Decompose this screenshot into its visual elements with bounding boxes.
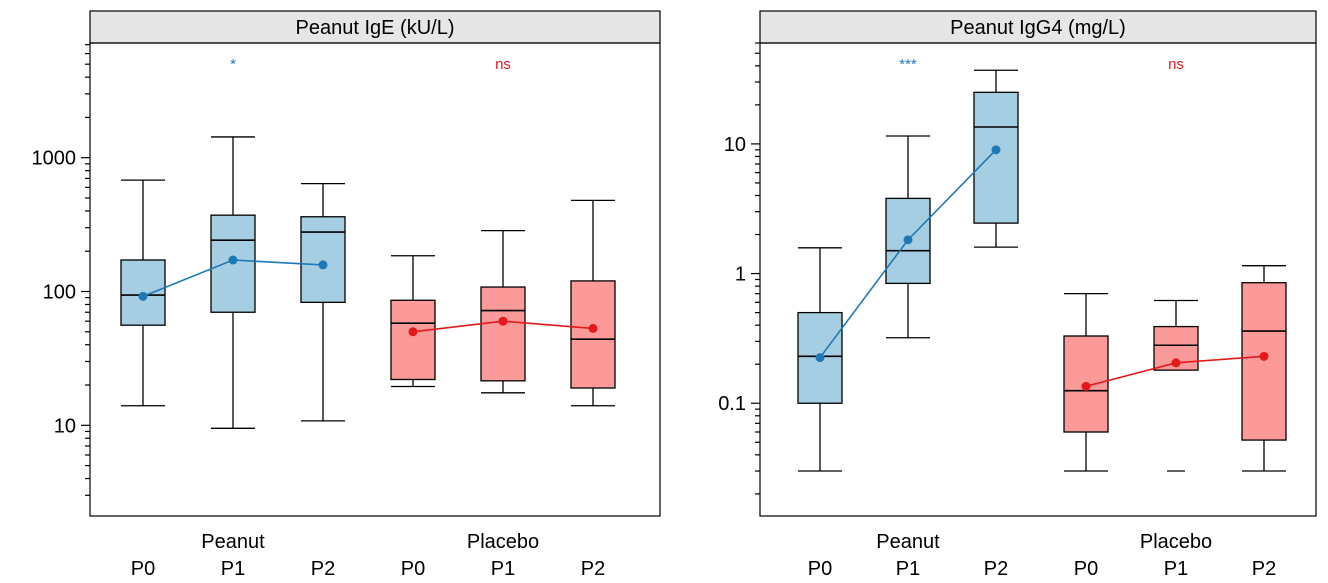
- iqr-box: [300, 216, 346, 303]
- panel-strip: [89, 10, 661, 44]
- y-tick-label: 1000: [32, 148, 77, 170]
- panel-strip: [759, 10, 1317, 44]
- x-tick-label: P2: [1252, 558, 1276, 580]
- mean-point-peanut: [991, 145, 1001, 155]
- x-tick-label: P1: [896, 558, 920, 580]
- significance-label-placebo: ns: [495, 56, 511, 73]
- box-placebo-p2: [1241, 265, 1287, 472]
- box-peanut-p2: [300, 182, 346, 422]
- y-tick-label: 10: [54, 415, 76, 437]
- box-peanut-p2: [973, 69, 1019, 248]
- group-label-placebo: Placebo: [1140, 531, 1212, 553]
- mean-point-peanut: [318, 260, 328, 270]
- panel-title: Peanut IgG4 (mg/L): [950, 17, 1126, 39]
- y-tick-label: 0.1: [718, 393, 746, 415]
- x-tick-label: P0: [131, 558, 155, 580]
- group-label-placebo: Placebo: [467, 531, 539, 553]
- plot-frame: [759, 42, 1317, 517]
- x-tick-label: P0: [401, 558, 425, 580]
- group-label-peanut: Peanut: [201, 531, 265, 553]
- x-tick-label: P1: [1164, 558, 1188, 580]
- panel-peanut-igg4: Peanut IgG4 (mg/L) 0.1 1 10 *** Peanut P0 P1 P2 n…: [718, 10, 1317, 580]
- y-tick-label: 100: [43, 282, 76, 304]
- mean-point-placebo: [588, 323, 598, 333]
- mean-point-placebo: [498, 316, 508, 326]
- x-tick-label: P0: [808, 558, 832, 580]
- significance-label-peanut: ***: [899, 56, 917, 73]
- x-tick-label: P2: [581, 558, 605, 580]
- iqr-box: [390, 299, 436, 381]
- y-tick-label: 10: [724, 134, 746, 156]
- mean-point-placebo: [1081, 381, 1091, 391]
- x-tick-label: P0: [1074, 558, 1098, 580]
- significance-label-placebo: ns: [1168, 56, 1184, 73]
- x-tick-label: P2: [984, 558, 1008, 580]
- box-placebo-p2: [570, 199, 616, 407]
- plot-frame: [89, 42, 661, 517]
- box-placebo-p1: [1153, 299, 1199, 472]
- x-tick-label: P1: [491, 558, 515, 580]
- mean-point-peanut: [228, 255, 238, 265]
- x-tick-label: P2: [311, 558, 335, 580]
- y-tick-label: 1: [735, 264, 746, 286]
- x-tick-label: P1: [221, 558, 245, 580]
- panel-peanut-ige: Peanut IgE (kU/L) 10 100 1000 * Peanut P0 P1 P2 n…: [32, 10, 661, 580]
- mean-point-placebo: [1259, 351, 1269, 361]
- mean-point-peanut: [815, 353, 825, 363]
- group-label-peanut: Peanut: [876, 531, 940, 553]
- box-peanut-p1: [210, 136, 256, 429]
- mean-point-peanut: [903, 235, 913, 245]
- iqr-box: [570, 280, 616, 389]
- mean-point-peanut: [138, 291, 148, 301]
- box-placebo-p1: [480, 230, 526, 394]
- significance-label-peanut: *: [230, 56, 236, 73]
- mean-point-placebo: [408, 327, 418, 337]
- iqr-box: [1241, 282, 1287, 441]
- mean-point-placebo: [1171, 358, 1181, 368]
- box-placebo-p0: [390, 255, 436, 388]
- iqr-box: [480, 286, 526, 382]
- iqr-box: [973, 91, 1019, 224]
- panel-title: Peanut IgE (kU/L): [296, 17, 455, 39]
